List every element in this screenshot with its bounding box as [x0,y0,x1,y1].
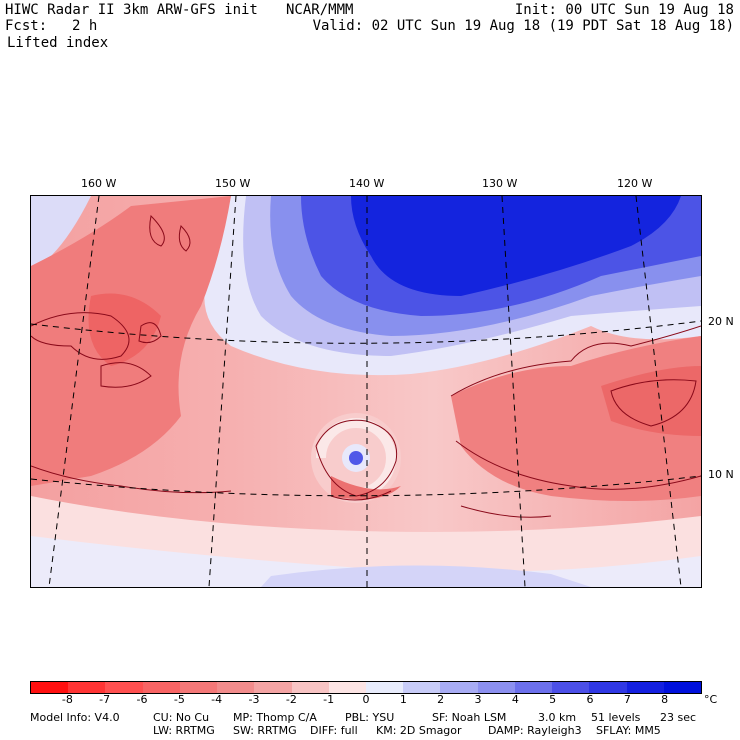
diffusion-option: DIFF: full [310,724,358,737]
colorbar-tick-label: -1 [323,693,335,706]
lat-label-10n: 10 N [708,468,734,481]
lat-label-20n: 20 N [708,315,734,328]
colorbar-tick-label: -4 [211,693,223,706]
colorbar-tick-label: 3 [474,693,482,706]
colorbar-swatch [179,682,218,693]
colorbar-swatch [328,682,366,693]
lon-label-150w: 150 W [215,177,251,190]
forecast-hour: 2 h [72,18,98,34]
time-step: 23 sec [660,711,697,724]
colorbar-swatch [589,682,627,693]
colorbar-swatch [31,682,69,693]
surface-layer-option: SFLAY: MM5 [596,724,661,737]
field-west-red-core [88,293,161,366]
organization-label: NCAR/MMM [286,2,354,18]
colorbar-swatch [626,682,664,693]
shortwave-scheme: SW: RRTMG [233,724,297,737]
pbl-scheme: PBL: YSU [345,711,395,724]
cyclone-rainband [331,476,401,500]
contour-lines [31,214,701,518]
lon-label-160w: 160 W [81,177,117,190]
colorbar-tick-label: -2 [285,693,297,706]
colorbar-tick-label: -3 [248,693,260,706]
surface-scheme: SF: Noah LSM [432,711,507,724]
colorbar-swatch [254,682,292,693]
colorbar-swatch [291,682,329,693]
colorbar-swatch [477,682,515,693]
field-north-core [351,196,681,296]
colorbar-swatch [403,682,441,693]
vertical-levels: 51 levels [591,711,641,724]
colorbar-tick-label: -6 [136,693,148,706]
lon-label-130w: 130 W [482,177,518,190]
colorbar-tick-label: 6 [586,693,594,706]
colorbar-swatch [217,682,255,693]
lifted-index-map [30,195,702,588]
colorbar-tick-label: 2 [437,693,445,706]
init-time: Init: 00 UTC Sun 19 Aug 18 [514,2,734,18]
colorbar-swatch [68,682,106,693]
plot-title: HIWC Radar II 3km ARW-GFS init [5,2,258,18]
field-name: Lifted index [7,35,109,51]
colorbar-unit: °C [704,693,718,706]
damping-option: DAMP: Rayleigh3 [488,724,582,737]
parallel-20n [31,320,701,344]
colorbar-swatch [365,682,404,693]
field-west-blue [31,196,91,266]
colorbar-tick-label: 0 [362,693,370,706]
colorbar-tick-label: -7 [99,693,111,706]
graticule [31,196,701,587]
colorbar-swatch [440,682,478,693]
colorbar-tick-label: -8 [61,693,73,706]
colorbar-tick-label: 4 [511,693,519,706]
model-info: Model Info: V4.0 [30,711,120,724]
cyclone-eye [349,451,363,465]
map-field-svg [31,196,701,587]
colorbar-tick-label: 8 [661,693,669,706]
field-south-blue2 [261,565,591,587]
longwave-scheme: LW: RRTMG [153,724,215,737]
cumulus-scheme: CU: No Cu [153,711,210,724]
parallel-10n [31,475,701,497]
resolution: 3.0 km [538,711,577,724]
cyclone-spiral-band [316,418,396,498]
colorbar-tick-label: 7 [623,693,631,706]
lon-label-120w: 120 W [617,177,653,190]
colorbar-swatch [663,682,701,693]
colorbar-swatch [105,682,143,693]
km-option: KM: 2D Smagor [376,724,462,737]
colorbar-swatch [514,682,553,693]
colorbar-tick-label: 5 [549,693,557,706]
microphysics-scheme: MP: Thomp C/A [233,711,317,724]
colorbar [30,681,702,694]
valid-time: Valid: 02 UTC Sun 19 Aug 18 (19 PDT Sat … [312,18,734,34]
colorbar-tick-label: 1 [399,693,407,706]
lon-label-140w: 140 W [349,177,385,190]
forecast-label: Fcst: [5,18,48,34]
colorbar-swatch [552,682,590,693]
colorbar-tick-label: -5 [173,693,185,706]
field-east-red-core [601,366,701,436]
colorbar-swatch [142,682,180,693]
